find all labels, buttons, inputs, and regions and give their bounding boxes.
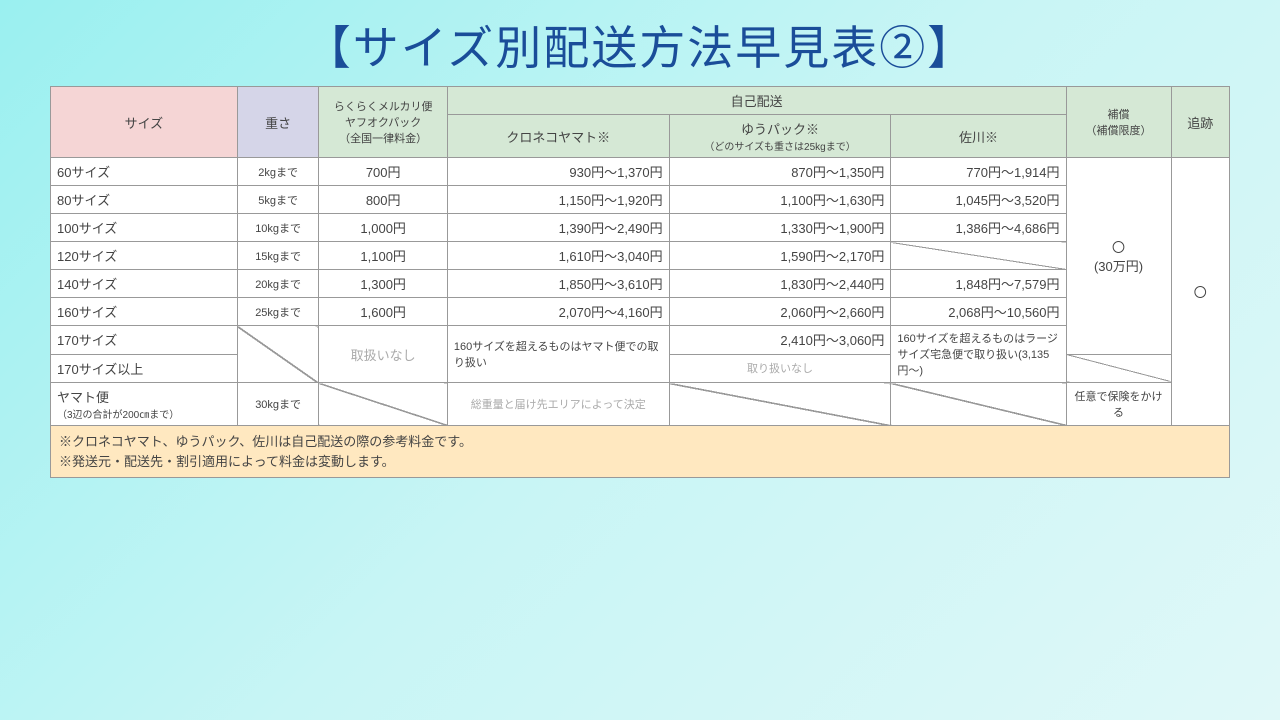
cell-kuroneko: 930円～1,370円 (447, 158, 669, 186)
cell-rakuraku: 1,000円 (319, 214, 447, 242)
table-container: サイズ 重さ らくらくメルカリ便ヤフオクパック（全国一律料金） 自己配送 補償（… (0, 86, 1280, 478)
cell-sagawa: 2,068円～10,560円 (891, 298, 1066, 326)
cell-size: 170サイズ以上 (51, 354, 238, 383)
cell-sagawa-na (891, 242, 1066, 270)
cell-kuroneko: 2,070円～4,160円 (447, 298, 669, 326)
cell-yupack: 1,100円～1,630円 (669, 186, 891, 214)
shipping-table: サイズ 重さ らくらくメルカリ便ヤフオクパック（全国一律料金） 自己配送 補償（… (50, 86, 1230, 426)
cell-sagawa: 1,045円～3,520円 (891, 186, 1066, 214)
col-weight: 重さ (237, 87, 319, 158)
cell-yupack: 2,060円～2,660円 (669, 298, 891, 326)
cell-yupack: 1,830円～2,440円 (669, 270, 891, 298)
cell-size: 80サイズ (51, 186, 238, 214)
cell-yupack: 2,410円～3,060円 (669, 326, 891, 355)
cell-kuroneko: 1,150円～1,920円 (447, 186, 669, 214)
col-yupack: ゆうパック※ （どのサイズも重さは25kgまで） (669, 115, 891, 158)
cell-kuroneko-note: 160サイズを超えるものはヤマト便での取り扱い (447, 326, 669, 383)
table-row: 170サイズ取扱いなし160サイズを超えるものはヤマト便での取り扱い2,410円… (51, 326, 1230, 355)
cell-rakuraku: 1,100円 (319, 242, 447, 270)
cell-sagawa-note: 160サイズを超えるものはラージサイズ宅急便で取り扱い(3,135円～) (891, 326, 1066, 383)
footnotes: ※クロネコヤマト、ゆうパック、佐川は自己配送の際の参考料金です。 ※発送元・配送… (50, 426, 1230, 478)
cell-weight-na (237, 326, 319, 383)
cell-rakuraku: 700円 (319, 158, 447, 186)
col-self-ship: 自己配送 (447, 87, 1066, 115)
footnote-line: ※クロネコヤマト、ゆうパック、佐川は自己配送の際の参考料金です。 (59, 432, 1221, 452)
col-sagawa: 佐川※ (891, 115, 1066, 158)
cell-tracking: 〇 (1171, 158, 1229, 426)
cell-weight: 5kgまで (237, 186, 319, 214)
cell-rakuraku-none: 取扱いなし (319, 326, 447, 383)
cell-sagawa: 1,386円～4,686円 (891, 214, 1066, 242)
footnote-line: ※発送元・配送先・割引適用によって料金は変動します。 (59, 452, 1221, 472)
table-row: 160サイズ25kgまで1,600円2,070円～4,160円2,060円～2,… (51, 298, 1230, 326)
cell-weight: 25kgまで (237, 298, 319, 326)
page-title: 【サイズ別配送方法早見表②】 (0, 0, 1280, 86)
col-size: サイズ (51, 87, 238, 158)
col-compensation: 補償（補償限度） (1066, 87, 1171, 158)
cell-size: ヤマト便（3辺の合計が200㎝まで） (51, 383, 238, 426)
cell-kuroneko: 1,390円～2,490円 (447, 214, 669, 242)
table-row: 80サイズ5kgまで800円1,150円～1,920円1,100円～1,630円… (51, 186, 1230, 214)
cell-compensation: 任意で保険をかける (1066, 383, 1171, 426)
cell-compensation: 〇(30万円) (1066, 158, 1171, 355)
cell-sagawa: 1,848円～7,579円 (891, 270, 1066, 298)
table-row: 120サイズ15kgまで1,100円1,610円～3,040円1,590円～2,… (51, 242, 1230, 270)
cell-size: 140サイズ (51, 270, 238, 298)
cell-yupack: 1,590円～2,170円 (669, 242, 891, 270)
cell-yupack: 1,330円～1,900円 (669, 214, 891, 242)
cell-size: 60サイズ (51, 158, 238, 186)
cell-weight: 20kgまで (237, 270, 319, 298)
cell-weight: 15kgまで (237, 242, 319, 270)
col-tracking: 追跡 (1171, 87, 1229, 158)
cell-weight: 30kgまで (237, 383, 319, 426)
cell-sagawa: 770円～1,914円 (891, 158, 1066, 186)
table-row: 100サイズ10kgまで1,000円1,390円～2,490円1,330円～1,… (51, 214, 1230, 242)
cell-size: 170サイズ (51, 326, 238, 355)
cell-weight: 2kgまで (237, 158, 319, 186)
cell-size: 100サイズ (51, 214, 238, 242)
cell-weight: 10kgまで (237, 214, 319, 242)
cell-yupack-none: 取り扱いなし (669, 354, 891, 383)
cell-rakuraku: 800円 (319, 186, 447, 214)
table-row: 140サイズ20kgまで1,300円1,850円～3,610円1,830円～2,… (51, 270, 1230, 298)
cell-comp-na (1066, 354, 1171, 383)
cell-size: 160サイズ (51, 298, 238, 326)
cell-yupack-na (669, 383, 891, 426)
cell-kuroneko-note: 総重量と届け先エリアによって決定 (447, 383, 669, 426)
cell-yupack: 870円～1,350円 (669, 158, 891, 186)
cell-rakuraku: 1,300円 (319, 270, 447, 298)
cell-size: 120サイズ (51, 242, 238, 270)
table-row: 60サイズ2kgまで700円930円～1,370円870円～1,350円770円… (51, 158, 1230, 186)
cell-sagawa-na (891, 383, 1066, 426)
cell-kuroneko: 1,850円～3,610円 (447, 270, 669, 298)
cell-rakuraku-na (319, 383, 447, 426)
cell-kuroneko: 1,610円～3,040円 (447, 242, 669, 270)
cell-rakuraku: 1,600円 (319, 298, 447, 326)
col-rakuraku: らくらくメルカリ便ヤフオクパック（全国一律料金） (319, 87, 447, 158)
table-row: ヤマト便（3辺の合計が200㎝まで）30kgまで 総重量と届け先エリアによって決定… (51, 383, 1230, 426)
col-kuroneko: クロネコヤマト※ (447, 115, 669, 158)
